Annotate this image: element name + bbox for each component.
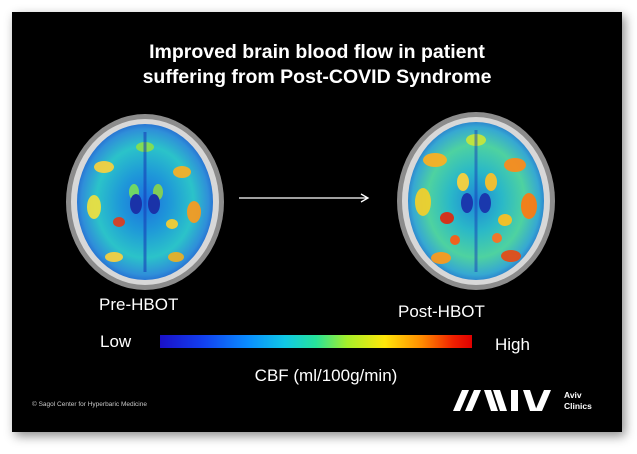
- colorbar: [160, 335, 472, 348]
- slide: Improved brain blood flow in patient suf…: [12, 12, 622, 432]
- colorbar-high-label: High: [495, 335, 530, 354]
- title-line-2: suffering from Post-COVID Syndrome: [142, 66, 492, 88]
- pre-hbot-label: Pre-HBOT: [99, 295, 179, 314]
- logo-text-line-2: Clinics: [564, 401, 592, 411]
- logo-text-line-1: Aviv: [564, 390, 582, 400]
- title-line-1: Improved brain blood flow in patient: [149, 41, 485, 63]
- logo-text: Aviv Clinics: [564, 390, 592, 412]
- aviv-logo-icon: [453, 390, 551, 411]
- copyright-text: © Sagol Center for Hyperbaric Medicine: [32, 401, 147, 408]
- colorbar-unit-label: CBF (ml/100g/min): [254, 366, 398, 385]
- arrow-icon: [239, 193, 370, 203]
- brain-scan-post-hbot: [397, 112, 555, 290]
- brain-scan-pre-hbot: [66, 114, 224, 290]
- slide-title: Improved brain blood flow in patient suf…: [12, 40, 622, 90]
- colorbar-low-label: Low: [100, 332, 132, 351]
- post-hbot-label: Post-HBOT: [398, 302, 485, 321]
